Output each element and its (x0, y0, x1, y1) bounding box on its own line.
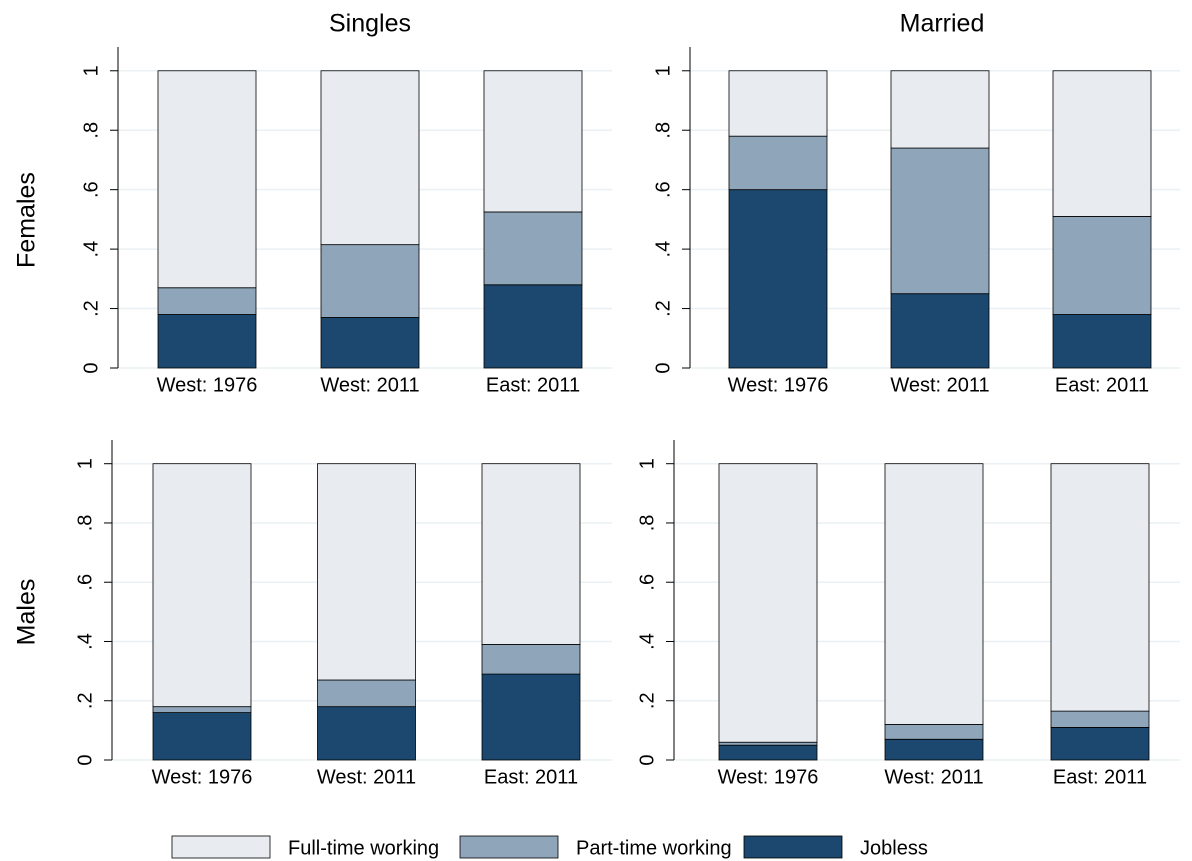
x-tick-label: West: 2011 (320, 374, 419, 396)
x-tick-label: East: 2011 (1053, 766, 1147, 788)
y-tick-label: .2 (74, 692, 96, 709)
x-tick-label: West: 2011 (884, 766, 983, 788)
y-tick-label: 0 (652, 362, 674, 373)
x-tick-label: West: 2011 (890, 374, 989, 396)
y-tick-label: .2 (80, 300, 102, 317)
y-tick-label: .4 (74, 633, 96, 650)
legend-swatch (459, 835, 559, 859)
y-tick-label: 0 (74, 754, 96, 765)
legend-label: Jobless (860, 837, 928, 859)
bar-segment (317, 706, 416, 761)
y-tick-label: .4 (636, 633, 658, 650)
bar-segment (152, 463, 252, 708)
y-tick-label: .4 (652, 241, 674, 258)
x-tick-label: East: 2011 (1055, 374, 1149, 396)
bar-segment (152, 712, 252, 761)
x-tick-label: East: 2011 (484, 766, 578, 788)
bar-segment (718, 463, 818, 743)
y-tick-label: 1 (74, 458, 96, 469)
bar-segment (718, 744, 818, 761)
bar-segment (890, 70, 990, 149)
y-tick-label: .4 (80, 241, 102, 258)
bar-segment (884, 738, 984, 761)
y-tick-label: 0 (80, 362, 102, 373)
bar-segment (728, 135, 828, 191)
bar-segment (718, 741, 818, 746)
legend-swatch (743, 835, 843, 859)
column-title: Singles (329, 10, 411, 38)
y-tick-label: .2 (636, 692, 658, 709)
bar-segment (890, 147, 990, 295)
bar-segment (320, 317, 420, 369)
bar-segment (481, 673, 581, 761)
row-label: Males (13, 579, 41, 646)
bar-segment (317, 679, 416, 708)
bar-segment (320, 70, 420, 246)
y-tick-label: .8 (74, 515, 96, 532)
bar-segment (1050, 710, 1150, 728)
bar-segment (157, 70, 257, 289)
y-tick-label: .6 (74, 574, 96, 591)
y-tick-label: .2 (652, 300, 674, 317)
bar-segment (1052, 70, 1152, 217)
y-tick-label: .6 (636, 574, 658, 591)
bar-segment (1050, 463, 1150, 712)
y-tick-label: .8 (80, 122, 102, 139)
y-tick-label: .6 (80, 181, 102, 198)
y-tick-label: 1 (652, 65, 674, 76)
bar-segment (481, 463, 581, 645)
bar-segment (483, 211, 583, 286)
bar-segment (1050, 727, 1150, 761)
column-title: Married (900, 10, 985, 38)
legend-label: Part-time working (576, 837, 732, 859)
bar-segment (483, 70, 583, 213)
bar-segment (1052, 216, 1152, 315)
bar-segment (157, 314, 257, 369)
bar-segment (152, 706, 252, 713)
y-tick-label: 1 (636, 458, 658, 469)
bar-segment (890, 293, 990, 369)
y-tick-label: .6 (652, 181, 674, 198)
bar-segment (728, 189, 828, 369)
y-tick-label: 0 (636, 754, 658, 765)
legend-swatch (171, 835, 271, 859)
y-tick-label: .8 (652, 122, 674, 139)
x-tick-label: West: 2011 (317, 766, 416, 788)
y-tick-label: .8 (636, 515, 658, 532)
legend-label: Full-time working (288, 837, 439, 859)
x-tick-label: West: 1976 (728, 374, 829, 396)
x-tick-label: West: 1976 (152, 766, 253, 788)
x-tick-label: West: 1976 (157, 374, 258, 396)
y-tick-label: 1 (80, 65, 102, 76)
x-tick-label: West: 1976 (718, 766, 819, 788)
bar-segment (884, 724, 984, 740)
bar-segment (320, 244, 420, 318)
row-label: Females (13, 172, 41, 268)
bar-segment (483, 284, 583, 369)
bar-segment (1052, 314, 1152, 369)
bar-segment (481, 644, 581, 675)
bar-segment (884, 463, 984, 725)
bar-segment (728, 70, 828, 137)
bar-segment (157, 287, 257, 315)
bar-segment (317, 463, 416, 681)
x-tick-label: East: 2011 (486, 374, 580, 396)
